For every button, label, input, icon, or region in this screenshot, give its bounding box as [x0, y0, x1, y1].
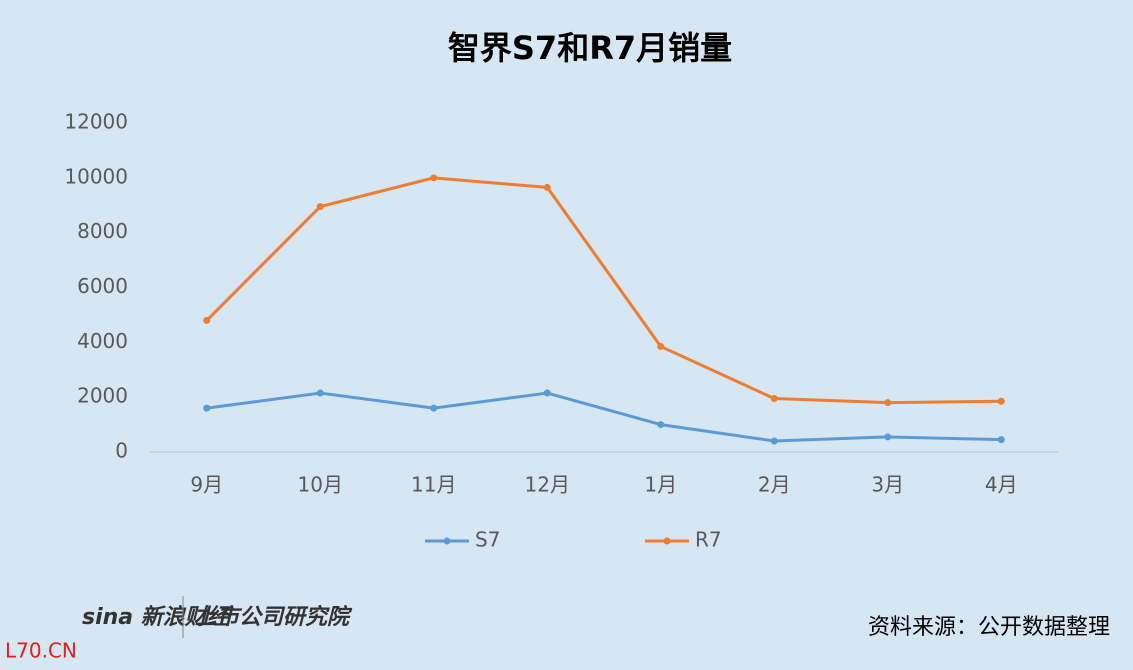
legend-marker: [663, 537, 671, 545]
y-tick-label: 12000: [64, 110, 128, 134]
data-point: [430, 174, 438, 182]
data-point: [884, 433, 892, 441]
data-point: [543, 183, 551, 191]
data-point: [770, 437, 778, 445]
data-point: [543, 389, 551, 397]
x-tick-label: 1月: [644, 473, 677, 497]
y-tick-label: 8000: [77, 219, 128, 243]
data-point: [316, 389, 324, 397]
data-point: [430, 404, 438, 412]
x-tick-label: 3月: [871, 473, 904, 497]
x-tick-label: 9月: [190, 473, 223, 497]
x-tick-label: 2月: [758, 473, 791, 497]
data-point: [997, 397, 1005, 405]
series-line: [206, 391, 1002, 443]
data-point: [203, 404, 211, 412]
series-line: [205, 176, 1002, 405]
legend-label: S7: [475, 528, 500, 552]
y-tick-label: 2000: [77, 384, 128, 408]
data-point: [203, 316, 211, 324]
legend-marker: [443, 537, 451, 545]
data-point: [657, 342, 665, 350]
data-point: [884, 399, 892, 407]
x-tick-label: 11月: [411, 473, 456, 497]
logo-institute: 上市公司研究院: [195, 604, 353, 630]
data-point: [770, 395, 778, 403]
y-tick-label: 10000: [64, 164, 128, 188]
y-tick-label: 6000: [77, 274, 128, 298]
x-tick-label: 12月: [525, 473, 570, 497]
x-tick-label: 10月: [298, 473, 343, 497]
chart-title: 智界S7和R7月销量: [448, 29, 732, 67]
logo-sina: sina 新浪财经: [82, 604, 232, 630]
data-point: [657, 421, 665, 429]
data-point: [316, 203, 324, 211]
y-tick-label: 4000: [77, 329, 128, 353]
legend-label: R7: [695, 528, 722, 552]
source-note: 资料来源：公开数据整理: [868, 615, 1110, 640]
data-point: [997, 436, 1005, 444]
site-mark: L70.CN: [5, 639, 77, 663]
y-tick-label: 0: [115, 439, 128, 463]
x-tick-label: 4月: [985, 473, 1018, 497]
